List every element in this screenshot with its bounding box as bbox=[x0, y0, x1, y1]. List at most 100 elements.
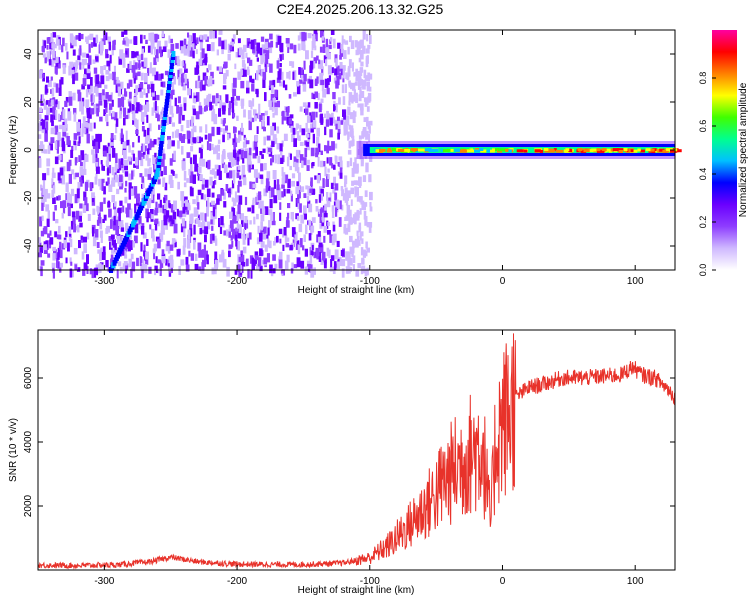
colorbar-tick-label: 0.2 bbox=[698, 216, 708, 229]
spectrogram-noise-cell bbox=[244, 196, 248, 206]
spectrogram-noise-cell bbox=[271, 85, 274, 94]
spectrogram-noise-cell bbox=[256, 42, 260, 52]
spectrogram-noise-cell bbox=[67, 111, 72, 121]
spectrogram-noise-cell bbox=[309, 255, 313, 264]
spectrogram-noise-cell bbox=[351, 95, 354, 104]
spectrogram-noise-cell bbox=[170, 204, 175, 213]
spectrogram-noise-cell bbox=[355, 269, 360, 277]
spectrogram-noise-cell bbox=[153, 243, 157, 251]
spectrogram-noise-cell bbox=[134, 203, 137, 214]
spectrogram-noise-cell bbox=[192, 98, 197, 104]
spectrogram-noise-cell bbox=[174, 97, 177, 107]
spectrogram-noise-cell bbox=[99, 41, 103, 51]
spectrogram-noise-cell bbox=[241, 165, 246, 175]
spectrogram-noise-cell bbox=[288, 152, 292, 157]
spectrogram-noise-cell bbox=[103, 109, 107, 116]
snr-x-tick-label: 0 bbox=[500, 576, 506, 587]
spectrogram-noise-cell bbox=[161, 256, 166, 262]
spectrogram-noise-cell bbox=[355, 68, 359, 74]
spectrogram-noise-cell bbox=[349, 112, 354, 120]
spectrogram-noise-cell bbox=[75, 60, 78, 69]
spectrogram-noise-cell bbox=[105, 181, 109, 186]
spectrogram-noise-cell bbox=[207, 82, 210, 87]
spectrogram-noise-cell bbox=[252, 183, 257, 189]
carrier-peak-cell bbox=[553, 148, 557, 152]
spectrogram-noise-cell bbox=[160, 89, 164, 96]
spectrogram-noise-cell bbox=[62, 204, 66, 214]
spectrogram-noise-cell bbox=[135, 51, 139, 56]
spectrogram-noise-cell bbox=[335, 103, 338, 113]
spectrogram-noise-cell bbox=[250, 164, 254, 170]
spectrogram-noise-cell bbox=[194, 253, 198, 261]
spectrogram-noise-cell bbox=[41, 127, 45, 134]
spectrogram-noise-cell bbox=[54, 205, 57, 211]
spectrogram-noise-cell bbox=[302, 245, 305, 251]
spectrogram-noise-cell bbox=[108, 184, 113, 192]
spectrogram-noise-cell bbox=[93, 122, 96, 129]
spectrogram-noise-cell bbox=[353, 111, 357, 117]
spectrogram-noise-cell bbox=[246, 87, 250, 94]
spectrogram-noise-cell bbox=[232, 169, 236, 177]
spectrogram-noise-cell bbox=[339, 67, 342, 72]
spectrogram-noise-cell bbox=[48, 59, 52, 66]
spectrogram-noise-cell bbox=[171, 141, 175, 147]
spectrogram-noise-cell bbox=[209, 176, 213, 186]
carrier-peak-cell bbox=[564, 149, 569, 153]
spectrogram-noise-cell bbox=[200, 212, 204, 221]
spectrogram-noise-cell bbox=[50, 137, 55, 143]
spectrogram-noise-cell bbox=[359, 179, 362, 188]
spectrogram-noise-cell bbox=[47, 37, 51, 42]
spectrogram-noise-cell bbox=[334, 119, 337, 127]
spectrogram-noise-cell bbox=[78, 155, 82, 162]
carrier-peak-cell bbox=[670, 149, 678, 153]
spectrogram-noise-cell bbox=[204, 179, 209, 188]
spectrogram-noise-cell bbox=[99, 49, 103, 56]
spectrogram-noise-cell bbox=[140, 152, 145, 159]
snr-x-tick-label: -100 bbox=[360, 576, 380, 587]
spectrogram-noise-cell bbox=[55, 39, 60, 46]
spectrogram-noise-cell bbox=[204, 106, 208, 111]
spectrogram-noise-cell bbox=[257, 172, 260, 179]
spectrogram-noise-cell bbox=[231, 180, 235, 189]
spectrogram-noise-cell bbox=[197, 214, 200, 221]
spectrogram-noise-cell bbox=[315, 111, 318, 118]
spectrogram-noise-cell bbox=[76, 188, 80, 199]
spectrogram-noise-cell bbox=[112, 111, 115, 117]
spectrogram-noise-cell bbox=[291, 262, 294, 272]
spectrogram-noise-cell bbox=[319, 216, 322, 224]
spectrogram-noise-cell bbox=[123, 107, 127, 117]
spectrogram-noise-cell bbox=[85, 89, 89, 98]
spectrogram-noise-cell bbox=[117, 86, 121, 97]
spectrogram-noise-cell bbox=[297, 202, 300, 210]
spectrogram-noise-cell bbox=[144, 111, 147, 117]
spectrogram-noise-cell bbox=[279, 81, 283, 87]
spectrogram-noise-cell bbox=[74, 72, 79, 81]
spectrogram-noise-cell bbox=[221, 105, 226, 112]
spectrogram-noise-cell bbox=[165, 243, 169, 252]
spectrogram-noise-cell bbox=[159, 260, 164, 268]
spectrogram-noise-cell bbox=[348, 100, 351, 106]
spectrogram-noise-cell bbox=[46, 45, 49, 50]
spectrogram-noise-cell bbox=[47, 253, 51, 258]
spectrogram-noise-cell bbox=[304, 248, 308, 257]
spectrogram-noise-cell bbox=[177, 96, 181, 104]
spectrogram-noise-cell bbox=[364, 216, 368, 226]
spectrogram-noise-cell bbox=[256, 57, 259, 62]
spectrogram-noise-cell bbox=[236, 211, 239, 221]
spectrogram-noise-cell bbox=[166, 117, 169, 125]
spectrogram-noise-cell bbox=[298, 135, 301, 141]
spectrogram-noise-cell bbox=[92, 227, 95, 237]
spectrogram-noise-cell bbox=[357, 80, 361, 90]
spectrogram-noise-cell bbox=[321, 66, 324, 76]
spectrogram-noise-cell bbox=[86, 68, 91, 74]
spectrogram-noise-cell bbox=[73, 133, 78, 140]
spectrogram-noise-cell bbox=[325, 119, 330, 127]
spectrogram-noise-cell bbox=[222, 109, 226, 115]
spectrogram-noise-cell bbox=[142, 259, 145, 268]
spectrogram-noise-cell bbox=[163, 218, 168, 226]
spectrogram-noise-cell bbox=[174, 173, 178, 179]
spectrogram-noise-cell bbox=[123, 150, 127, 159]
spectrogram-noise-cell bbox=[218, 170, 222, 180]
spectrogram-noise-cell bbox=[133, 235, 138, 244]
spectrogram-noise-cell bbox=[293, 161, 297, 168]
